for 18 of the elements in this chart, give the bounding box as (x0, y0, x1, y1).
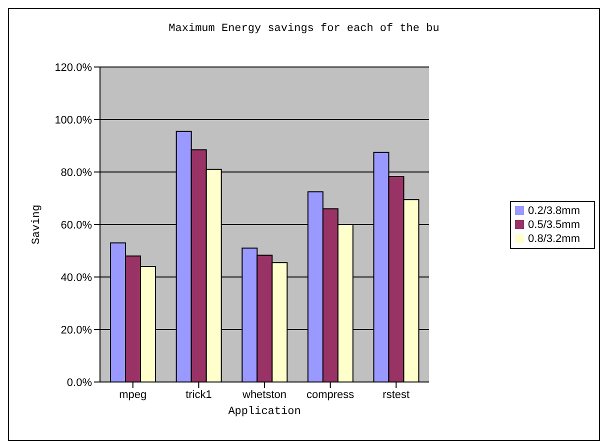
chart-title: Maximum Energy savings for each of the bu (168, 23, 440, 35)
y-tick-label: 80.0% (60, 166, 92, 179)
x-tick-label: whetston (242, 388, 287, 401)
x-tick-label: trick1 (186, 388, 212, 401)
y-axis-title: Saving (30, 204, 43, 244)
x-tick-label: rstest (382, 388, 410, 401)
y-tick-label: 120.0% (54, 62, 92, 74)
x-tick-label: mpeg (119, 388, 147, 401)
x-axis-title: Application (228, 406, 301, 418)
x-tick-label: compress (306, 388, 355, 401)
y-tick-label: 20.0% (60, 324, 92, 336)
legend-label: 0.8/3.2mm (528, 232, 580, 244)
y-tick-label: 40.0% (60, 272, 92, 284)
legend-label: 0.2/3.8mm (528, 204, 580, 216)
y-tick-label: 0.0% (66, 376, 92, 389)
y-tick-label: 60.0% (60, 219, 92, 232)
y-tick-label: 100.0% (54, 114, 92, 126)
legend-label: 0.5/3.5mm (528, 218, 580, 230)
